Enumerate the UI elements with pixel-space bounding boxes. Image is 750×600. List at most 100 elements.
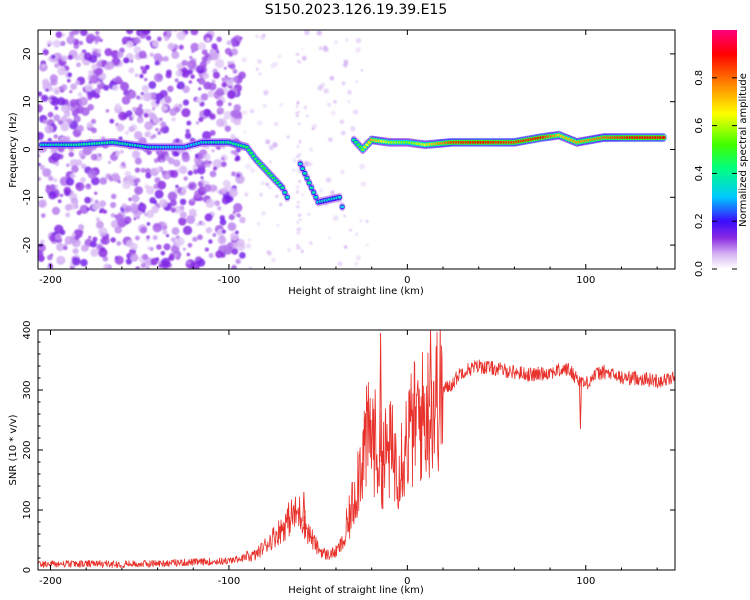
- noise-speck: [238, 252, 246, 259]
- noise-speck: [178, 44, 184, 50]
- noise-speck: [55, 242, 65, 252]
- noise-speck: [327, 236, 331, 240]
- noise-speck: [156, 244, 162, 250]
- noise-speck: [186, 215, 196, 225]
- noise-speck: [91, 203, 100, 211]
- noise-speck: [345, 38, 349, 42]
- noise-speck: [235, 230, 239, 235]
- noise-speck: [84, 83, 94, 92]
- noise-speck: [195, 121, 200, 125]
- noise-speck: [204, 247, 209, 252]
- noise-speck: [297, 122, 301, 126]
- noise-speck: [125, 258, 133, 265]
- noise-speck: [197, 258, 206, 267]
- noise-speck: [90, 118, 97, 124]
- noise-speck: [175, 70, 183, 77]
- noise-speck: [149, 197, 156, 204]
- noise-speck: [236, 173, 241, 178]
- noise-speck: [329, 75, 335, 81]
- noise-speck: [130, 253, 139, 262]
- noise-speck: [134, 186, 143, 195]
- noise-speck: [91, 63, 98, 71]
- noise-speck: [152, 134, 157, 139]
- noise-speck: [53, 134, 59, 139]
- noise-speck: [196, 97, 203, 104]
- noise-speck: [175, 184, 179, 189]
- noise-speck: [53, 87, 61, 95]
- noise-speck: [229, 197, 233, 201]
- noise-speck: [73, 115, 81, 123]
- noise-speck: [223, 111, 232, 120]
- noise-speck: [105, 109, 110, 113]
- noise-speck: [196, 256, 201, 261]
- noise-speck: [116, 123, 125, 132]
- noise-speck: [339, 119, 345, 124]
- noise-speck: [87, 95, 92, 101]
- noise-speck: [136, 95, 141, 100]
- colorbar-tick-label: 0.4: [694, 165, 705, 181]
- noise-speck: [81, 107, 90, 116]
- noise-speck: [71, 165, 79, 173]
- noise-speck: [54, 233, 62, 241]
- noise-speck: [66, 35, 76, 45]
- noise-speck: [181, 108, 191, 118]
- noise-speck: [228, 187, 238, 198]
- noise-speck: [298, 141, 302, 144]
- noise-speck: [200, 178, 205, 183]
- noise-speck: [276, 224, 280, 228]
- noise-speck: [197, 65, 203, 70]
- noise-speck: [209, 129, 216, 136]
- noise-speck: [57, 97, 66, 106]
- noise-speck: [286, 135, 290, 139]
- noise-speck: [169, 44, 175, 49]
- noise-speck: [298, 61, 302, 64]
- noise-speck: [75, 159, 83, 166]
- noise-speck: [110, 193, 117, 200]
- noise-speck: [192, 236, 198, 242]
- noise-speck: [75, 80, 80, 86]
- noise-speck: [306, 114, 309, 118]
- noise-speck: [86, 33, 96, 43]
- noise-speck: [175, 138, 180, 143]
- noise-speck: [148, 81, 157, 89]
- noise-speck: [279, 102, 284, 107]
- noise-speck: [42, 168, 52, 178]
- noise-speck: [51, 206, 61, 215]
- noise-speck: [51, 152, 61, 162]
- noise-speck: [151, 40, 159, 48]
- snr-panel: -200 -100 0 100 0 100 200 300 400 Height of stra…: [8, 320, 676, 596]
- snr-spike: [379, 332, 383, 463]
- noise-speck: [359, 163, 366, 170]
- noise-speck: [114, 226, 122, 234]
- noise-speck: [228, 214, 235, 221]
- noise-speck: [167, 191, 178, 201]
- noise-speck: [173, 151, 179, 157]
- noise-speck: [57, 66, 67, 76]
- noise-speck: [56, 255, 66, 265]
- noise-speck: [138, 103, 143, 108]
- noise-speck: [60, 40, 66, 47]
- noise-speck: [126, 89, 137, 99]
- noise-speck: [318, 46, 323, 51]
- noise-speck: [307, 212, 311, 216]
- noise-speck: [54, 224, 64, 234]
- noise-speck: [45, 88, 49, 92]
- noise-speck: [296, 220, 300, 224]
- noise-speck: [248, 266, 253, 269]
- noise-speck: [360, 69, 364, 72]
- noise-speck: [71, 238, 81, 248]
- noise-speck: [99, 177, 108, 185]
- colorbar-tick-label: 0.6: [694, 118, 705, 134]
- noise-speck: [182, 85, 190, 94]
- noise-speck: [274, 122, 279, 127]
- noise-speck: [268, 186, 272, 190]
- noise-speck: [178, 165, 188, 175]
- noise-speck: [42, 49, 49, 56]
- y-tick-label: 10: [22, 95, 33, 108]
- noise-speck: [89, 74, 99, 84]
- colorbar-tick-label: 0.2: [694, 213, 705, 229]
- noise-speck: [149, 52, 154, 57]
- noise-speck: [298, 180, 302, 184]
- noise-speck: [168, 256, 172, 260]
